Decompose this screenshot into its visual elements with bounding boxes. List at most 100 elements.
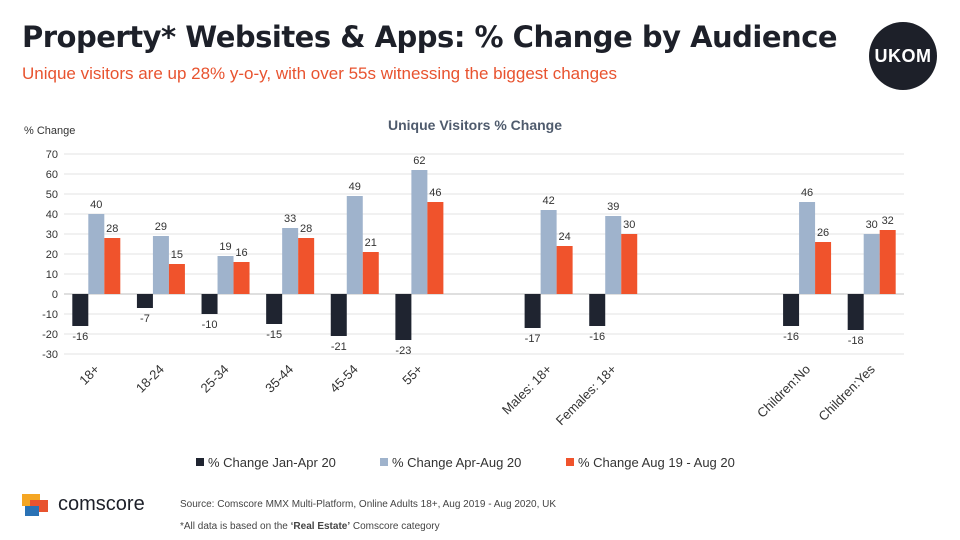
bar — [621, 234, 638, 294]
bar — [362, 252, 379, 294]
bar — [411, 170, 428, 294]
x-tick-label: 45-54 — [327, 362, 361, 396]
data-label: 26 — [817, 227, 829, 239]
y-tick-label: -20 — [42, 329, 58, 341]
bar — [427, 202, 444, 294]
data-label: 33 — [284, 213, 296, 225]
page-subtitle: Unique visitors are up 28% y-o-y, with o… — [22, 64, 617, 83]
bar — [847, 294, 864, 330]
bar — [863, 234, 880, 294]
bar — [815, 242, 832, 294]
data-label: 24 — [558, 231, 570, 243]
y-tick-label: 60 — [46, 169, 58, 181]
data-label: -23 — [395, 345, 411, 357]
x-tick-label: 55+ — [399, 362, 425, 388]
y-tick-label: 20 — [46, 249, 58, 261]
y-tick-label: -30 — [42, 349, 58, 361]
comscore-wordmark: comscore — [58, 493, 145, 515]
data-label: 30 — [623, 219, 635, 231]
bar — [524, 294, 541, 328]
y-tick-label: 30 — [46, 229, 58, 241]
comscore-mark-icon — [22, 493, 50, 516]
bar — [605, 216, 622, 294]
data-label: -16 — [589, 331, 605, 343]
bar — [783, 294, 800, 326]
y-tick-label: 0 — [52, 289, 58, 301]
bar — [879, 230, 896, 294]
legend-swatch — [380, 458, 388, 466]
x-tick-label: 18+ — [76, 362, 102, 388]
data-label: -10 — [202, 319, 218, 331]
data-label: 21 — [365, 237, 377, 249]
data-label: 29 — [155, 221, 167, 233]
page-title: Property* Websites & Apps: % Change by A… — [22, 20, 838, 54]
data-label: 62 — [413, 155, 425, 167]
bar — [88, 214, 105, 294]
x-tick-label: 35-44 — [262, 362, 296, 396]
bar — [104, 238, 121, 294]
bar — [201, 294, 218, 314]
bar — [298, 238, 315, 294]
data-label: 19 — [219, 241, 231, 253]
chart: -30 -20 -10 0 10 20 30 40 50 60 70 Unique Visitors … — [24, 117, 904, 470]
y-tick-label: 40 — [46, 209, 58, 221]
data-label: 46 — [801, 187, 813, 199]
data-label: -15 — [266, 329, 282, 341]
data-label: 49 — [349, 181, 361, 193]
data-label: 40 — [90, 199, 102, 211]
x-tick-label: 25-34 — [198, 362, 232, 396]
x-tick-label: 18-24 — [133, 362, 167, 396]
x-tick-label: Children:Yes — [815, 361, 878, 424]
legend-label: % Change Aug 19 - Aug 20 — [578, 455, 735, 470]
data-label: 30 — [866, 219, 878, 231]
data-label: -18 — [848, 335, 864, 347]
data-label: 28 — [300, 223, 312, 235]
data-label: -16 — [783, 331, 799, 343]
data-label: -16 — [72, 331, 88, 343]
data-label: 46 — [429, 187, 441, 199]
data-label: 16 — [235, 247, 247, 259]
data-label: 42 — [542, 195, 554, 207]
bar — [346, 196, 363, 294]
data-label: 28 — [106, 223, 118, 235]
footnote: *All data is based on the ‘Real Estate’ … — [180, 521, 440, 532]
bar — [282, 228, 299, 294]
footnote-bold: ‘Real Estate’ — [290, 521, 351, 532]
data-label: 39 — [607, 201, 619, 213]
x-tick-label: Males: 18+ — [499, 362, 555, 418]
bar — [266, 294, 283, 324]
chart-title: Unique Visitors % Change — [388, 117, 562, 133]
footnote-prefix: *All data is based on the — [180, 521, 291, 532]
legend-swatch — [566, 458, 574, 466]
bar — [136, 294, 153, 308]
bar — [168, 264, 185, 294]
bar — [540, 210, 557, 294]
bar — [330, 294, 347, 336]
legend-swatch — [196, 458, 204, 466]
data-label: -7 — [140, 313, 150, 325]
y-tick-label: 10 — [46, 269, 58, 281]
y-axis-label: % Change — [24, 125, 75, 137]
data-label: 15 — [171, 249, 183, 261]
data-label: 32 — [882, 215, 894, 227]
comscore-logo: comscore — [22, 493, 145, 516]
bar — [152, 236, 169, 294]
ukom-logo: UKOM — [869, 22, 937, 90]
y-tick-label: -10 — [42, 309, 58, 321]
x-tick-label: Females: 18+ — [553, 362, 620, 429]
bar — [395, 294, 412, 340]
bar — [233, 262, 250, 294]
bar — [556, 246, 573, 294]
data-label: -17 — [525, 333, 541, 345]
y-tick-label: 50 — [46, 189, 58, 201]
bar — [72, 294, 89, 326]
x-tick-label: Children:No — [754, 362, 813, 421]
bar — [589, 294, 606, 326]
y-tick-label: 70 — [46, 149, 58, 161]
legend-label: % Change Apr-Aug 20 — [392, 455, 521, 470]
footnote-suffix: Comscore category — [350, 521, 440, 532]
bar — [799, 202, 816, 294]
bar — [217, 256, 234, 294]
data-label: -21 — [331, 341, 347, 353]
legend-label: % Change Jan-Apr 20 — [208, 455, 336, 470]
